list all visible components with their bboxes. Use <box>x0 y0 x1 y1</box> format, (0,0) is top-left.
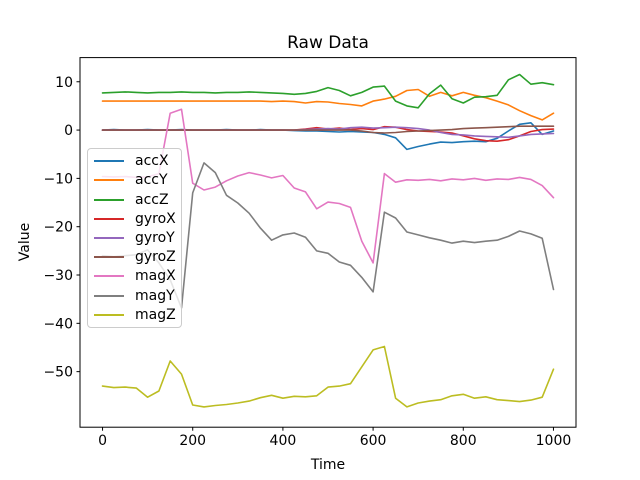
y-tick-label: −30 <box>43 268 73 284</box>
legend: accX accY accZ gyroX gyroY gyroZ magX magY magZ <box>87 148 182 328</box>
chart-title: Raw Data <box>287 33 369 53</box>
legend-label: magX <box>135 268 176 285</box>
x-tick-label: 400 <box>270 433 297 449</box>
legend-swatch-accY <box>94 179 124 182</box>
series-line-accZ <box>101 73 555 109</box>
legend-label: accY <box>135 172 168 189</box>
legend-swatch-magZ <box>94 313 124 316</box>
series-line-gyroZ <box>101 125 555 134</box>
legend-label: magY <box>135 287 175 304</box>
y-tick-label: −50 <box>43 365 73 381</box>
x-axis: 0 200 400 600 800 1000 <box>98 427 571 449</box>
legend-swatch-magY <box>94 294 124 297</box>
x-tick-label: 0 <box>98 433 107 449</box>
y-axis-label: Value <box>17 223 33 261</box>
legend-item-accZ: accZ <box>88 193 181 207</box>
legend-item-magY: magY <box>88 289 181 303</box>
legend-item-magX: magX <box>88 269 181 283</box>
legend-label: magZ <box>135 306 176 323</box>
legend-item-magZ: magZ <box>88 308 181 322</box>
legend-swatch-gyroX <box>94 217 124 220</box>
y-tick-label: 0 <box>64 123 73 139</box>
x-tick-label: 800 <box>450 433 477 449</box>
legend-label: gyroZ <box>135 249 176 266</box>
x-tick-label: 600 <box>360 433 387 449</box>
x-axis-label: Time <box>310 457 345 473</box>
legend-label: gyroY <box>135 229 175 246</box>
legend-swatch-accZ <box>94 198 124 201</box>
legend-label: accX <box>135 153 169 170</box>
y-tick-label: −10 <box>43 171 73 187</box>
legend-label: gyroX <box>135 210 176 227</box>
legend-swatch-gyroZ <box>94 256 124 259</box>
axes-spines <box>79 57 577 428</box>
legend-item-gyroX: gyroX <box>88 212 181 226</box>
series-line-magX <box>101 108 555 264</box>
series-line-magZ <box>101 345 555 408</box>
legend-label: accZ <box>135 191 169 208</box>
y-tick-label: −40 <box>43 316 73 332</box>
legend-item-accY: accY <box>88 173 181 187</box>
legend-swatch-magX <box>94 275 124 278</box>
series-line-accY <box>101 88 555 121</box>
legend-item-gyroZ: gyroZ <box>88 250 181 264</box>
legend-swatch-gyroY <box>94 236 124 239</box>
legend-item-accX: accX <box>88 154 181 168</box>
y-axis: 10 0 −10 −20 −30 −40 −50 <box>43 75 80 381</box>
x-tick-label: 200 <box>179 433 206 449</box>
x-tick-label: 1000 <box>536 433 572 449</box>
y-tick-label: −20 <box>43 220 73 236</box>
legend-item-gyroY: gyroY <box>88 231 181 245</box>
legend-swatch-accX <box>94 160 124 163</box>
y-tick-label: 10 <box>55 75 73 91</box>
